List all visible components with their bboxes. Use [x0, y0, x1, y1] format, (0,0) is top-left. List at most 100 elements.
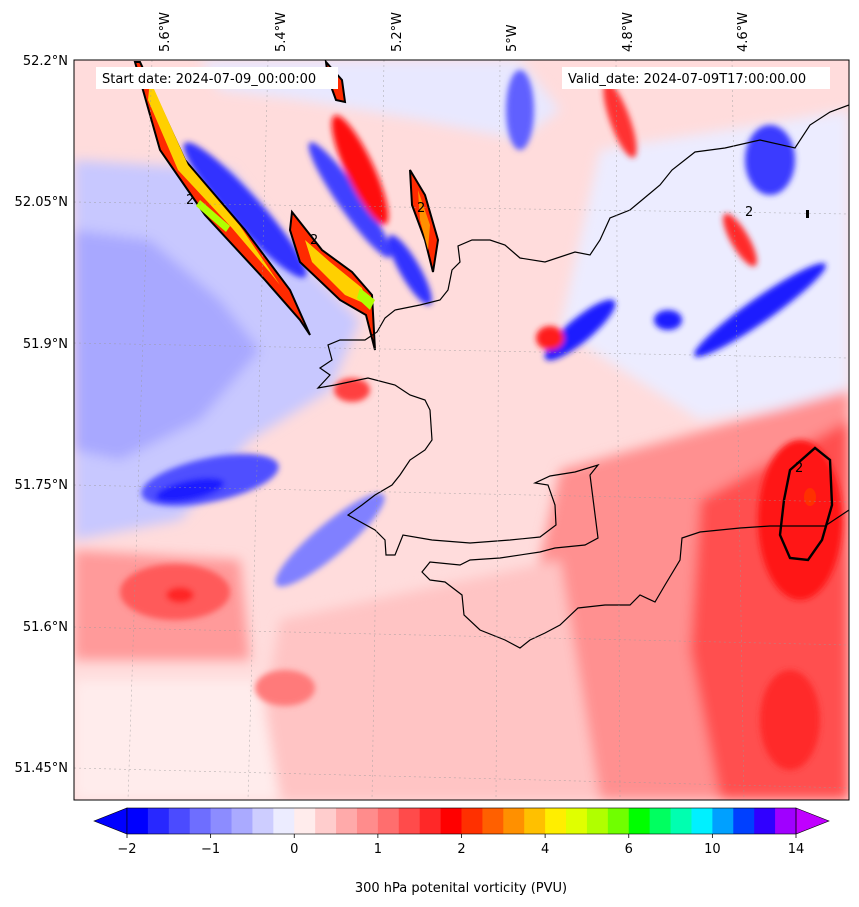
- colorbar-ticks: −2 −1 0 1 2 4 6 10 14: [117, 834, 804, 857]
- y-tick-labels: 52.2°N 52.05°N 51.9°N 51.75°N 51.6°N 51.…: [15, 54, 68, 776]
- colorbar-segment: [482, 808, 504, 834]
- colorbar-segment: [419, 808, 442, 834]
- y-tick-label: 52.05°N: [15, 195, 68, 210]
- pv-max-band-north: [331, 115, 389, 225]
- colorbar-segment: [147, 808, 170, 834]
- pv-max-small-2: [334, 378, 370, 402]
- y-tick-label: 52.2°N: [23, 54, 68, 69]
- contour-label: 2: [186, 193, 194, 208]
- coastline-north: [316, 104, 849, 649]
- colorbar-tick-label: 2: [457, 842, 465, 857]
- x-tick-label: 5.2°W: [390, 12, 405, 52]
- colorbar-segment: [754, 808, 776, 834]
- pv-min-west-core: [155, 477, 225, 503]
- pv-core-southwest: [166, 587, 194, 603]
- colorbar-extend-low: [93, 807, 128, 835]
- pv-filaments: [133, 60, 834, 562]
- colorbar-tick-label: −2: [117, 842, 136, 857]
- colorbar-segments: [127, 808, 797, 834]
- pv-max-south: [255, 670, 315, 706]
- pv-min-east-small: [654, 310, 682, 330]
- y-tick-label: 51.75°N: [15, 478, 68, 493]
- colorbar-segment: [315, 808, 337, 834]
- colorbar-tick-label: 10: [704, 842, 721, 857]
- pv-min-band-2: [308, 142, 392, 258]
- pv-min-band-east-2: [694, 263, 826, 357]
- colorbar-tick-label: 4: [541, 842, 549, 857]
- pv-filament-middle-peak: [357, 288, 375, 310]
- colorbar-segment: [670, 808, 692, 834]
- pv-positive-south-center: [250, 560, 600, 800]
- pv-negative-region-west-inner: [74, 230, 260, 460]
- pv-contour-southeast: [778, 446, 834, 562]
- pv-core-southeast-peak: [804, 488, 816, 506]
- colorbar-segment: [377, 808, 400, 834]
- start-date-annotation: Start date: 2024-07-09_00:00:00: [96, 67, 338, 89]
- contour-label: 2: [310, 233, 318, 248]
- x-tick-label: 5°W: [505, 24, 520, 52]
- x-tick-label: 5.6°W: [158, 12, 173, 52]
- x-tick-label: 4.6°W: [736, 12, 751, 52]
- colorbar-extend-high: [795, 807, 830, 835]
- x-tick-label: 5.4°W: [274, 12, 289, 52]
- colorbar-segment: [273, 808, 295, 834]
- colorbar-segment: [503, 808, 525, 834]
- colorbar-segment: [398, 808, 421, 834]
- colorbar-segment: [461, 808, 483, 834]
- pv-filament-north-core: [418, 190, 430, 250]
- valid-date-text: Valid_date: 2024-07-09T17:00:00.00: [568, 72, 806, 87]
- colorbar: −2 −1 0 1 2 4 6 10 14 300 hPa potenital vorticit…: [93, 807, 830, 896]
- colorbar-segment: [712, 808, 734, 834]
- colorbar-segment: [440, 808, 462, 834]
- colorbar-segment: [294, 808, 316, 834]
- colorbar-segment: [566, 808, 588, 834]
- pv-min-band-east-1: [544, 299, 616, 361]
- pv-filament-main-peak: [196, 200, 230, 232]
- valid-date-annotation: Valid_date: 2024-07-09T17:00:00.00: [562, 67, 830, 89]
- colorbar-segment: [252, 808, 274, 834]
- pv-min-band-3: [388, 235, 432, 305]
- contour-label: 2: [795, 461, 803, 476]
- pv-core-southeast: [758, 440, 842, 600]
- x-tick-labels: 5.6°W 5.4°W 5.2°W 5°W 4.8°W 4.6°W: [158, 12, 751, 52]
- colorbar-segment: [231, 808, 253, 834]
- pv-max-band-e: [723, 213, 757, 267]
- map-plot-area: 2 2 2 2 2: [74, 60, 849, 800]
- colorbar-segment: [775, 808, 797, 834]
- coastline: [316, 104, 849, 649]
- colorbar-segment: [649, 808, 672, 834]
- colorbar-segment: [607, 808, 630, 834]
- pv-max-small-1: [536, 326, 564, 350]
- colorbar-label: 300 hPa potenital vorticity (PVU): [355, 881, 567, 896]
- y-tick-label: 51.45°N: [15, 761, 68, 776]
- start-date-text: Start date: 2024-07-09_00:00:00: [102, 72, 316, 87]
- colorbar-segment: [691, 808, 713, 834]
- map-frame: [73, 59, 850, 801]
- colorbar-tick-label: −1: [201, 842, 220, 857]
- pv-max-band-ne: [603, 82, 637, 158]
- colorbar-segment: [210, 808, 233, 834]
- pv-min-southwest-band: [275, 493, 385, 587]
- colorbar-segment: [168, 808, 191, 834]
- colorbar-tick-label: 1: [374, 842, 382, 857]
- x-tick-label: 4.8°W: [621, 12, 636, 52]
- colorbar-segment: [127, 808, 149, 834]
- pv-min-northeast: [745, 125, 795, 195]
- pv-min-north-center: [506, 70, 534, 150]
- colorbar-segment: [356, 808, 379, 834]
- pv-features: [120, 70, 842, 770]
- colorbar-segment: [524, 808, 546, 834]
- colorbar-segment: [545, 808, 567, 834]
- pv-core-southeast-2: [760, 670, 820, 770]
- y-tick-label: 51.9°N: [23, 337, 68, 352]
- colorbar-segment: [189, 808, 212, 834]
- contour-label: 2: [417, 201, 425, 216]
- pv-filament-middle-core: [305, 240, 368, 305]
- pv-light-southwest: [74, 680, 280, 800]
- pv-contour-northeast: [806, 210, 809, 218]
- colorbar-segment: [336, 808, 358, 834]
- colorbar-tick-label: 14: [788, 842, 805, 857]
- colorbar-tick-label: 0: [290, 842, 298, 857]
- graticule: [74, 60, 849, 800]
